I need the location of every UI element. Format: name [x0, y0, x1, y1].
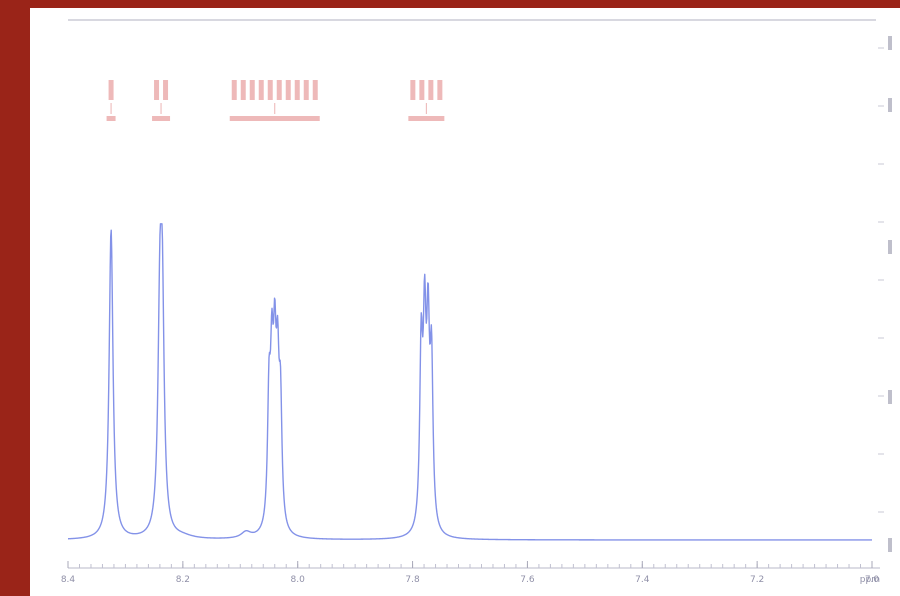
x-tick-label: 8.4 — [61, 575, 76, 585]
peak-value-mark — [229, 116, 320, 121]
peak-label-mark — [428, 80, 434, 100]
peak-label-mark — [258, 80, 264, 100]
x-tick-label: 7.0 — [865, 575, 880, 585]
x-tick-label: 7.8 — [405, 575, 420, 585]
x-tick-label: 7.6 — [520, 575, 535, 585]
peak-value-mark — [408, 116, 445, 121]
peak-label-mark — [154, 80, 160, 100]
peak-label-mark — [419, 80, 425, 100]
peak-label-mark — [249, 80, 255, 100]
peak-label-mark — [267, 80, 273, 100]
x-tick-label: 8.0 — [291, 575, 306, 585]
peak-value-mark — [106, 116, 116, 121]
peak-label-mark — [410, 80, 416, 100]
peak-label-mark — [231, 80, 237, 100]
peak-label-mark — [163, 80, 169, 100]
peak-label-mark — [294, 80, 300, 100]
scale-mark — [888, 36, 892, 50]
x-tick-label: 7.4 — [635, 575, 650, 585]
peak-label-mark — [303, 80, 309, 100]
peak-value-mark — [152, 116, 171, 121]
series-group — [67, 223, 873, 541]
scale-mark — [888, 390, 892, 404]
peak-label-mark — [285, 80, 291, 100]
scale-mark — [888, 98, 892, 112]
peak-label-mark — [240, 80, 246, 100]
x-tick-label: 7.2 — [750, 575, 764, 585]
spectrum-frame: 8.4 8.2 8.0 7.8 7.6 7.4 7.2 7.0 ppm — [30, 8, 900, 596]
peak-label-mark — [108, 80, 114, 100]
peak-label-mark — [312, 80, 318, 100]
x-axis-label: ppm — [860, 575, 880, 585]
x-tick-label: 8.2 — [176, 575, 190, 585]
spectrum-trace — [67, 223, 873, 541]
integral-scale — [878, 36, 892, 552]
scale-mark — [888, 240, 892, 254]
scale-mark — [888, 538, 892, 552]
peak-label-mark — [437, 80, 443, 100]
peak-label-mark — [276, 80, 282, 100]
peak-annotations — [106, 80, 445, 121]
